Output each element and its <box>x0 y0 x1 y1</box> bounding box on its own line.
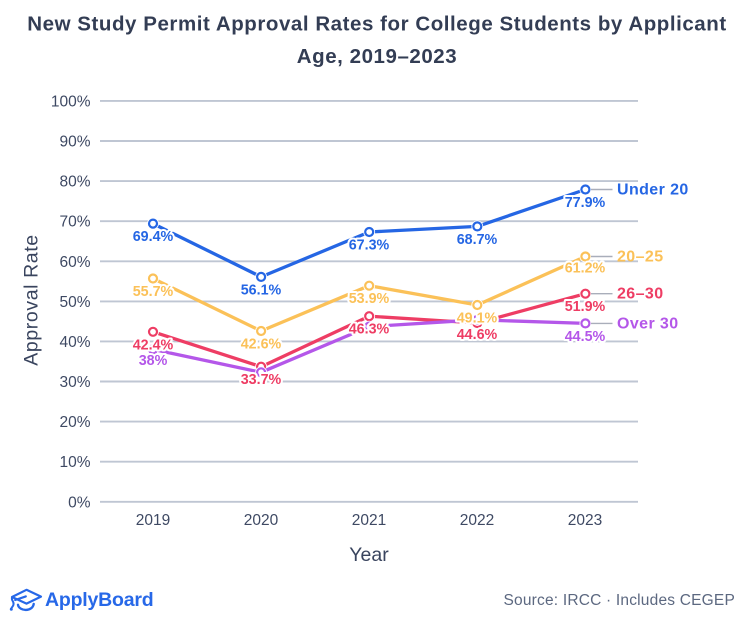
svg-text:2019: 2019 <box>136 512 170 529</box>
svg-text:80%: 80% <box>59 174 90 191</box>
svg-text:61.2%: 61.2% <box>565 261 606 277</box>
svg-text:Over 30: Over 30 <box>617 315 679 332</box>
svg-text:20–25: 20–25 <box>617 249 664 266</box>
svg-text:67.3%: 67.3% <box>349 238 390 254</box>
svg-text:55.7%: 55.7% <box>133 284 174 300</box>
svg-text:46.3%: 46.3% <box>349 322 390 338</box>
svg-text:77.9%: 77.9% <box>565 195 606 211</box>
svg-text:70%: 70% <box>59 214 90 231</box>
svg-text:49.1%: 49.1% <box>457 311 498 327</box>
svg-text:0%: 0% <box>68 494 91 511</box>
svg-text:ApplyBoard: ApplyBoard <box>45 589 154 611</box>
svg-text:44.6%: 44.6% <box>457 327 498 343</box>
svg-text:33.7%: 33.7% <box>241 372 282 388</box>
svg-text:Source: IRCC · Includes CEGEP: Source: IRCC · Includes CEGEP <box>504 592 736 609</box>
svg-text:2020: 2020 <box>244 512 279 529</box>
svg-text:2022: 2022 <box>460 512 494 529</box>
svg-text:42.4%: 42.4% <box>133 337 174 353</box>
svg-text:30%: 30% <box>59 374 90 391</box>
svg-text:40%: 40% <box>59 334 90 351</box>
svg-text:Under 20: Under 20 <box>617 182 689 199</box>
svg-text:69.4%: 69.4% <box>133 229 174 245</box>
svg-text:50%: 50% <box>59 294 90 311</box>
svg-text:Approval Rate: Approval Rate <box>21 234 43 365</box>
svg-text:42.6%: 42.6% <box>241 337 282 353</box>
svg-text:60%: 60% <box>59 254 90 271</box>
svg-text:10%: 10% <box>59 454 90 471</box>
svg-text:68.7%: 68.7% <box>457 232 498 248</box>
svg-text:100%: 100% <box>51 93 91 110</box>
svg-text:Age, 2019–2023: Age, 2019–2023 <box>297 45 457 68</box>
svg-text:44.5%: 44.5% <box>565 329 606 345</box>
svg-text:Year: Year <box>349 544 389 566</box>
svg-text:38%: 38% <box>139 353 168 369</box>
svg-text:20%: 20% <box>59 414 90 431</box>
svg-text:53.9%: 53.9% <box>349 291 390 307</box>
svg-text:90%: 90% <box>59 134 90 151</box>
svg-text:51.9%: 51.9% <box>565 299 606 315</box>
svg-text:2023: 2023 <box>568 512 602 529</box>
svg-text:2021: 2021 <box>352 512 386 529</box>
svg-text:56.1%: 56.1% <box>241 282 282 298</box>
svg-text:26–30: 26–30 <box>617 286 664 303</box>
svg-text:New Study Permit Approval Rate: New Study Permit Approval Rates for Coll… <box>27 13 726 36</box>
